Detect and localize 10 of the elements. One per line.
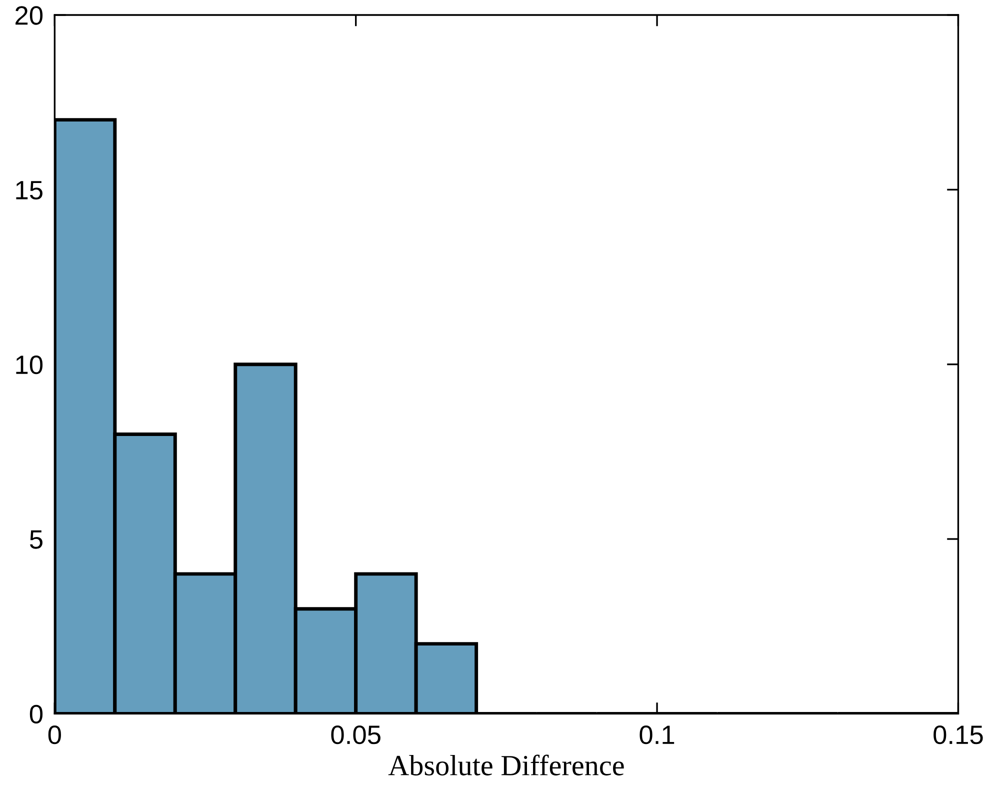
y-tick-label: 15	[16, 181, 42, 200]
x-tick-label: 0	[48, 725, 61, 744]
x-tick-label: 0.05	[331, 725, 380, 744]
x-tick-label: 0.1	[640, 725, 674, 744]
y-tick-label: 10	[16, 355, 43, 374]
y-tick-label: 5	[30, 530, 42, 549]
x-axis-title: Absolute Difference	[388, 754, 624, 776]
y-tick-label: 0	[30, 704, 43, 724]
x-tick-label: 0.15	[934, 725, 983, 744]
y-tick-label: 20	[16, 6, 43, 25]
